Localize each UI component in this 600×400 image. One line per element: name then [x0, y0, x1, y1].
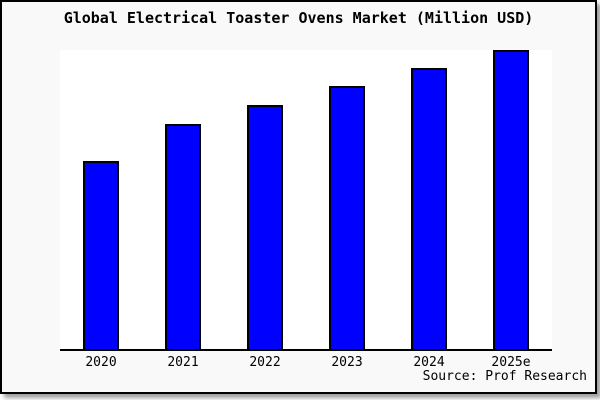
- x-axis-tick-labels: 2020 2021 2022 2023 2024 2025e: [60, 355, 552, 371]
- chart-title: Global Electrical Toaster Ovens Market (…: [63, 9, 534, 27]
- x-tick-label: 2023: [331, 355, 363, 370]
- x-tick-label: 2022: [249, 355, 281, 370]
- bar: [165, 124, 201, 349]
- source-credit: Source: Prof Research: [422, 369, 587, 384]
- x-tick-label: 2020: [85, 355, 117, 370]
- plot-area: [60, 50, 552, 351]
- bar: [83, 161, 119, 349]
- x-tick-label: 2025e: [491, 355, 531, 370]
- bar: [329, 86, 365, 349]
- bar: [493, 50, 529, 349]
- x-tick-label: 2021: [167, 355, 199, 370]
- x-tick-label: 2024: [413, 355, 445, 370]
- bar: [411, 68, 447, 349]
- bar: [247, 105, 283, 349]
